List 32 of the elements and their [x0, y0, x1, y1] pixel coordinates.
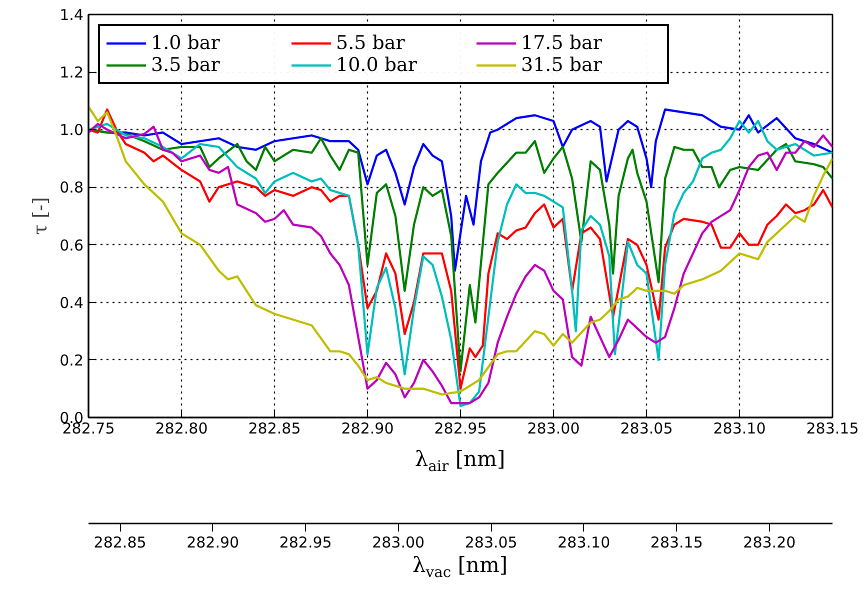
x2-tick-label: 282.95 [279, 534, 332, 552]
x-tick-label: 283.05 [620, 420, 673, 438]
y-tick-label: 1.4 [60, 6, 84, 24]
x-tick-label: 283.10 [713, 420, 766, 438]
x-axis-title: λ$_{air}$ [nm] [414, 447, 506, 476]
y-tick-label: 0.6 [60, 236, 84, 254]
x-tick-label: 283.15 [806, 420, 859, 438]
y-tick-label: 0.8 [60, 178, 84, 197]
legend-label: 10.0 bar [336, 54, 418, 76]
y-tick-label: 1.2 [60, 64, 84, 82]
y-tick-label: 0.4 [60, 294, 84, 312]
x-tick-label: 282.85 [248, 420, 301, 438]
y-tick-label: 0.2 [60, 351, 84, 370]
x2-tick-label: 283.15 [650, 534, 703, 552]
x-tick-label: 283.00 [527, 420, 580, 438]
x-tick-label: 282.80 [155, 420, 208, 438]
y-axis-title: τ [-] [30, 197, 52, 235]
y-tick-label: 1.0 [60, 121, 84, 140]
legend-label: 1.0 bar [151, 32, 221, 54]
x2-tick-label: 283.20 [743, 534, 796, 552]
x2-tick-label: 283.00 [372, 534, 425, 552]
x2-tick-label: 283.10 [558, 534, 610, 552]
x2-tick-label: 283.05 [464, 534, 518, 552]
x2-tick-label: 282.90 [186, 534, 240, 552]
x-tick-label: 282.90 [341, 420, 394, 438]
legend-label: 5.5 bar [336, 32, 406, 54]
legend-label: 17.5 bar [521, 32, 603, 54]
x2-tick-label: 282.85 [94, 534, 146, 552]
x-tick-label: 282.95 [434, 420, 487, 438]
x2-axis-title: λ$_{vac}$ [nm] [412, 553, 508, 582]
legend-label: 3.5 bar [151, 54, 221, 76]
legend-label: 31.5 bar [521, 54, 603, 76]
